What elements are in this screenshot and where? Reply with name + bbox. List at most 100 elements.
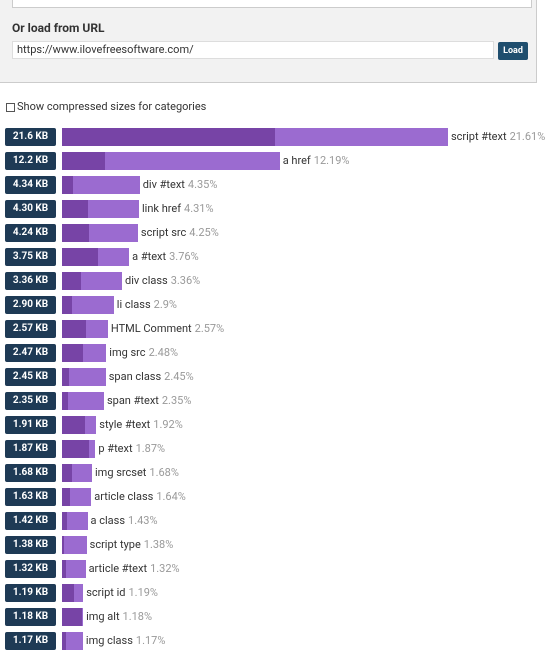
size-bar bbox=[62, 392, 104, 410]
category-name: a #text bbox=[132, 250, 167, 263]
category-name: img src bbox=[109, 346, 146, 359]
category-name: img class bbox=[85, 634, 133, 647]
size-badge: 21.6 KB bbox=[5, 128, 56, 146]
size-row: 1.18 KB img alt 1.18% bbox=[0, 608, 545, 626]
load-button[interactable]: Load bbox=[498, 42, 528, 60]
percent-label: 1.38% bbox=[143, 538, 174, 551]
percent-label: 4.25% bbox=[189, 226, 219, 239]
row-label: a #text 3.76% bbox=[132, 248, 199, 266]
percent-label: 2.9% bbox=[153, 298, 177, 311]
row-label: li class 2.9% bbox=[117, 296, 177, 314]
size-badge: 1.68 KB bbox=[5, 464, 56, 482]
size-bar bbox=[62, 512, 88, 530]
compressed-bar bbox=[62, 632, 66, 650]
category-name: span #text bbox=[106, 394, 159, 407]
percent-label: 1.92% bbox=[153, 418, 183, 431]
size-row: 1.32 KB article #text 1.32% bbox=[0, 560, 545, 578]
url-title: Or load from URL bbox=[12, 21, 105, 35]
row-label: script #text 21.61% bbox=[451, 128, 545, 146]
compressed-bar bbox=[62, 560, 66, 578]
checkbox-label[interactable]: Show compressed sizes for categories bbox=[17, 100, 207, 113]
size-row: 1.68 KB img srcset 1.68% bbox=[0, 464, 545, 482]
compressed-bar bbox=[62, 536, 64, 554]
size-row: 1.17 KB img class 1.17% bbox=[0, 632, 545, 650]
category-name: article class bbox=[94, 490, 154, 503]
category-name: img srcset bbox=[95, 466, 147, 479]
row-label: img srcset 1.68% bbox=[95, 464, 179, 482]
compressed-bar bbox=[62, 392, 69, 410]
size-badge: 4.24 KB bbox=[5, 224, 56, 242]
row-label: span #text 2.35% bbox=[107, 392, 191, 410]
size-bar bbox=[62, 536, 87, 554]
row-label: script type 1.38% bbox=[90, 536, 174, 554]
checkbox[interactable] bbox=[6, 103, 15, 112]
category-name: script id bbox=[86, 586, 126, 599]
compressed-bar bbox=[62, 296, 72, 314]
compressed-bar bbox=[62, 224, 89, 242]
percent-label: 3.36% bbox=[170, 274, 201, 287]
compressed-bar bbox=[62, 368, 70, 386]
size-badge: 4.34 KB bbox=[5, 176, 56, 194]
size-row: 1.63 KB article class 1.64% bbox=[0, 488, 545, 506]
url-input[interactable]: https://www.ilovefreesoftware.com/ bbox=[12, 41, 494, 59]
percent-label: 2.48% bbox=[148, 346, 179, 359]
category-name: script type bbox=[89, 538, 141, 551]
row-label: img src 2.48% bbox=[109, 344, 178, 362]
size-badge: 2.35 KB bbox=[5, 392, 56, 410]
row-label: img class 1.17% bbox=[86, 632, 166, 650]
size-badge: 3.36 KB bbox=[5, 272, 56, 290]
category-name: link href bbox=[141, 202, 182, 215]
compressed-bar bbox=[62, 128, 276, 146]
compressed-bar bbox=[62, 488, 71, 506]
size-bar bbox=[62, 176, 140, 194]
category-name: a class bbox=[90, 514, 126, 527]
category-name: style #text bbox=[99, 418, 151, 431]
category-name: script #text bbox=[450, 130, 507, 143]
compressed-bar bbox=[62, 248, 98, 266]
compressed-bar bbox=[62, 272, 81, 290]
size-row: 2.47 KB img src 2.48% bbox=[0, 344, 545, 362]
percent-label: 2.57% bbox=[194, 322, 225, 335]
size-badge: 1.87 KB bbox=[5, 440, 56, 458]
size-row: 21.6 KB script #text 21.61% bbox=[0, 128, 545, 146]
row-label: link href 4.31% bbox=[142, 200, 214, 218]
size-row: 3.75 KB a #text 3.76% bbox=[0, 248, 545, 266]
textarea-edge bbox=[12, 0, 532, 8]
size-row: 3.36 KB div class 3.36% bbox=[0, 272, 545, 290]
size-bar bbox=[62, 152, 280, 170]
category-name: a href bbox=[282, 154, 311, 167]
size-row: 1.91 KB style #text 1.92% bbox=[0, 416, 545, 434]
size-badge: 3.75 KB bbox=[5, 248, 56, 266]
compressed-bar bbox=[62, 608, 82, 626]
size-badge: 1.19 KB bbox=[5, 584, 56, 602]
size-row: 12.2 KB a href 12.19% bbox=[0, 152, 545, 170]
compressed-bar bbox=[62, 416, 86, 434]
size-bar bbox=[62, 368, 106, 386]
percent-label: 1.64% bbox=[156, 490, 186, 503]
size-badge: 12.2 KB bbox=[5, 152, 56, 170]
row-label: p #text 1.87% bbox=[98, 440, 165, 458]
row-label: style #text 1.92% bbox=[99, 416, 183, 434]
category-name: p #text bbox=[98, 442, 133, 455]
category-name: div #text bbox=[142, 178, 185, 191]
category-name: article #text bbox=[88, 562, 148, 575]
row-label: article #text 1.32% bbox=[89, 560, 180, 578]
size-row: 2.90 KB li class 2.9% bbox=[0, 296, 545, 314]
size-row: 2.35 KB span #text 2.35% bbox=[0, 392, 545, 410]
size-row: 4.34 KB div #text 4.35% bbox=[0, 176, 545, 194]
row-label: img alt 1.18% bbox=[86, 608, 152, 626]
size-row: 4.30 KB link href 4.31% bbox=[0, 200, 545, 218]
category-name: img alt bbox=[86, 610, 120, 623]
row-label: div class 3.36% bbox=[125, 272, 200, 290]
size-bar bbox=[62, 560, 86, 578]
percent-label: 21.61% bbox=[509, 130, 545, 143]
url-panel: Or load from URL https://www.ilovefreeso… bbox=[0, 0, 537, 83]
row-label: a href 12.19% bbox=[283, 152, 350, 170]
size-badge: 1.18 KB bbox=[5, 608, 56, 626]
size-badge: 2.47 KB bbox=[5, 344, 56, 362]
compressed-bar bbox=[62, 320, 86, 338]
compressed-bar bbox=[62, 440, 89, 458]
row-label: div #text 4.35% bbox=[143, 176, 218, 194]
row-label: a class 1.43% bbox=[91, 512, 158, 530]
size-badge: 2.90 KB bbox=[5, 296, 56, 314]
